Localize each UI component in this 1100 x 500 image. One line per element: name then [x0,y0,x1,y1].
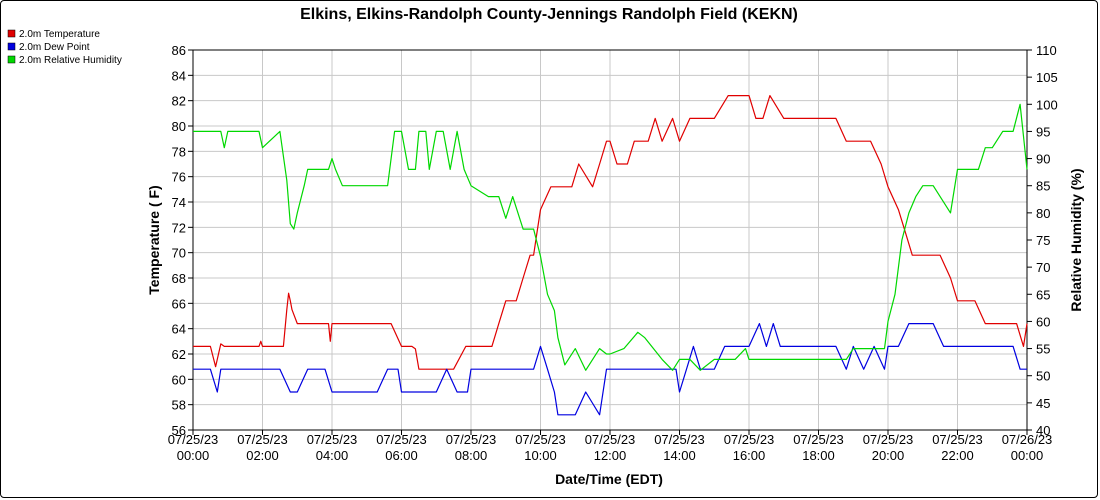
x-tick-time: 10:00 [524,448,557,463]
x-tick-time: 08:00 [455,448,488,463]
series-line-1 [193,94,1028,370]
x-tick-date: 07/25/23 [237,432,288,447]
legend-swatch [7,42,16,51]
y-tick-label: 60 [172,372,186,387]
x-tick-date: 07/25/23 [585,432,636,447]
x-tick-date: 07/26/23 [1002,432,1053,447]
y2-tick-label: 105 [1036,70,1058,85]
x-tick-date: 07/25/23 [932,432,983,447]
x-tick-time: 06:00 [385,448,418,463]
y2-axis-label: Relative Humidity (%) [1068,168,1084,311]
x-tick-date: 07/25/23 [654,432,705,447]
y-tick-label: 80 [172,119,186,134]
y-tick-label: 86 [172,43,186,58]
y2-tick-label: 50 [1036,369,1050,384]
y2-tick-label: 60 [1036,314,1050,329]
x-tick-date: 07/25/23 [446,432,497,447]
series-group [193,94,1028,416]
legend-label: 2.0m Relative Humidity [19,55,122,66]
x-tick-time: 00:00 [177,448,210,463]
x-tick-time: 22:00 [941,448,974,463]
y2-tick-label: 65 [1036,287,1050,302]
y-tick-label: 82 [172,94,186,109]
legend-swatch [7,55,16,64]
y2-tick-label: 40 [1036,423,1050,438]
y-tick-label: 62 [172,347,186,362]
x-tick-date: 07/25/23 [793,432,844,447]
y-tick-label: 74 [172,195,186,210]
x-tick-date: 07/25/23 [307,432,358,447]
right-axis: 40 45 50 55 60 65 70 75 80 85 90 95 100 105 110 [1027,43,1058,438]
y-tick-label: 56 [172,423,186,438]
chart-title: Elkins, Elkins-Randolph County-Jennings … [300,6,798,23]
x-tick-time: 18:00 [802,448,835,463]
y-tick-label: 78 [172,144,186,159]
y2-tick-label: 110 [1036,43,1057,58]
y-tick-label: 70 [172,246,186,261]
y2-tick-label: 70 [1036,260,1050,275]
y-tick-label: 72 [172,220,186,235]
x-tick-time: 20:00 [872,448,905,463]
legend-label: 2.0m Temperature [19,29,100,40]
y2-tick-label: 90 [1036,152,1050,167]
y2-tick-label: 45 [1036,396,1050,411]
x-tick-date: 07/25/23 [863,432,914,447]
y2-tick-label: 100 [1036,97,1058,112]
x-tick-date: 07/25/23 [515,432,566,447]
x-tick-time: 02:00 [246,448,279,463]
x-tick-time: 00:00 [1011,448,1044,463]
legend: 2.0m Temperature 2.0m Dew Point 2.0m Relat… [7,29,122,66]
x-tick-date: 07/25/23 [376,432,427,447]
y-tick-label: 64 [172,322,186,337]
y-tick-label: 76 [172,170,186,185]
y-tick-label: 58 [172,398,186,413]
y2-tick-label: 55 [1036,342,1050,357]
y2-tick-label: 75 [1036,233,1050,248]
y-tick-label: 84 [172,68,186,83]
y2-tick-label: 95 [1036,124,1050,139]
x-tick-time: 12:00 [594,448,627,463]
x-tick-time: 04:00 [316,448,349,463]
y-tick-label: 68 [172,271,186,286]
x-axis: 07/25/2300:0007/25/2302:0007/25/2304:000… [168,430,1053,463]
legend-swatch [7,29,16,38]
x-tick-date: 07/25/23 [168,432,219,447]
y2-tick-label: 80 [1036,206,1050,221]
series-line-3 [193,103,1028,371]
x-tick-time: 16:00 [733,448,766,463]
series-line-2 [193,323,1027,416]
x-tick-time: 14:00 [663,448,696,463]
y-tick-label: 66 [172,296,186,311]
left-axis: 56 58 60 62 64 66 68 70 72 74 76 78 80 82 84 86 [172,43,193,438]
x-tick-date: 07/25/23 [724,432,775,447]
y2-tick-label: 85 [1036,179,1050,194]
y-axis-label: Temperature ( F) [146,185,162,294]
x-axis-label: Date/Time (EDT) [555,471,663,487]
legend-label: 2.0m Dew Point [19,42,90,53]
